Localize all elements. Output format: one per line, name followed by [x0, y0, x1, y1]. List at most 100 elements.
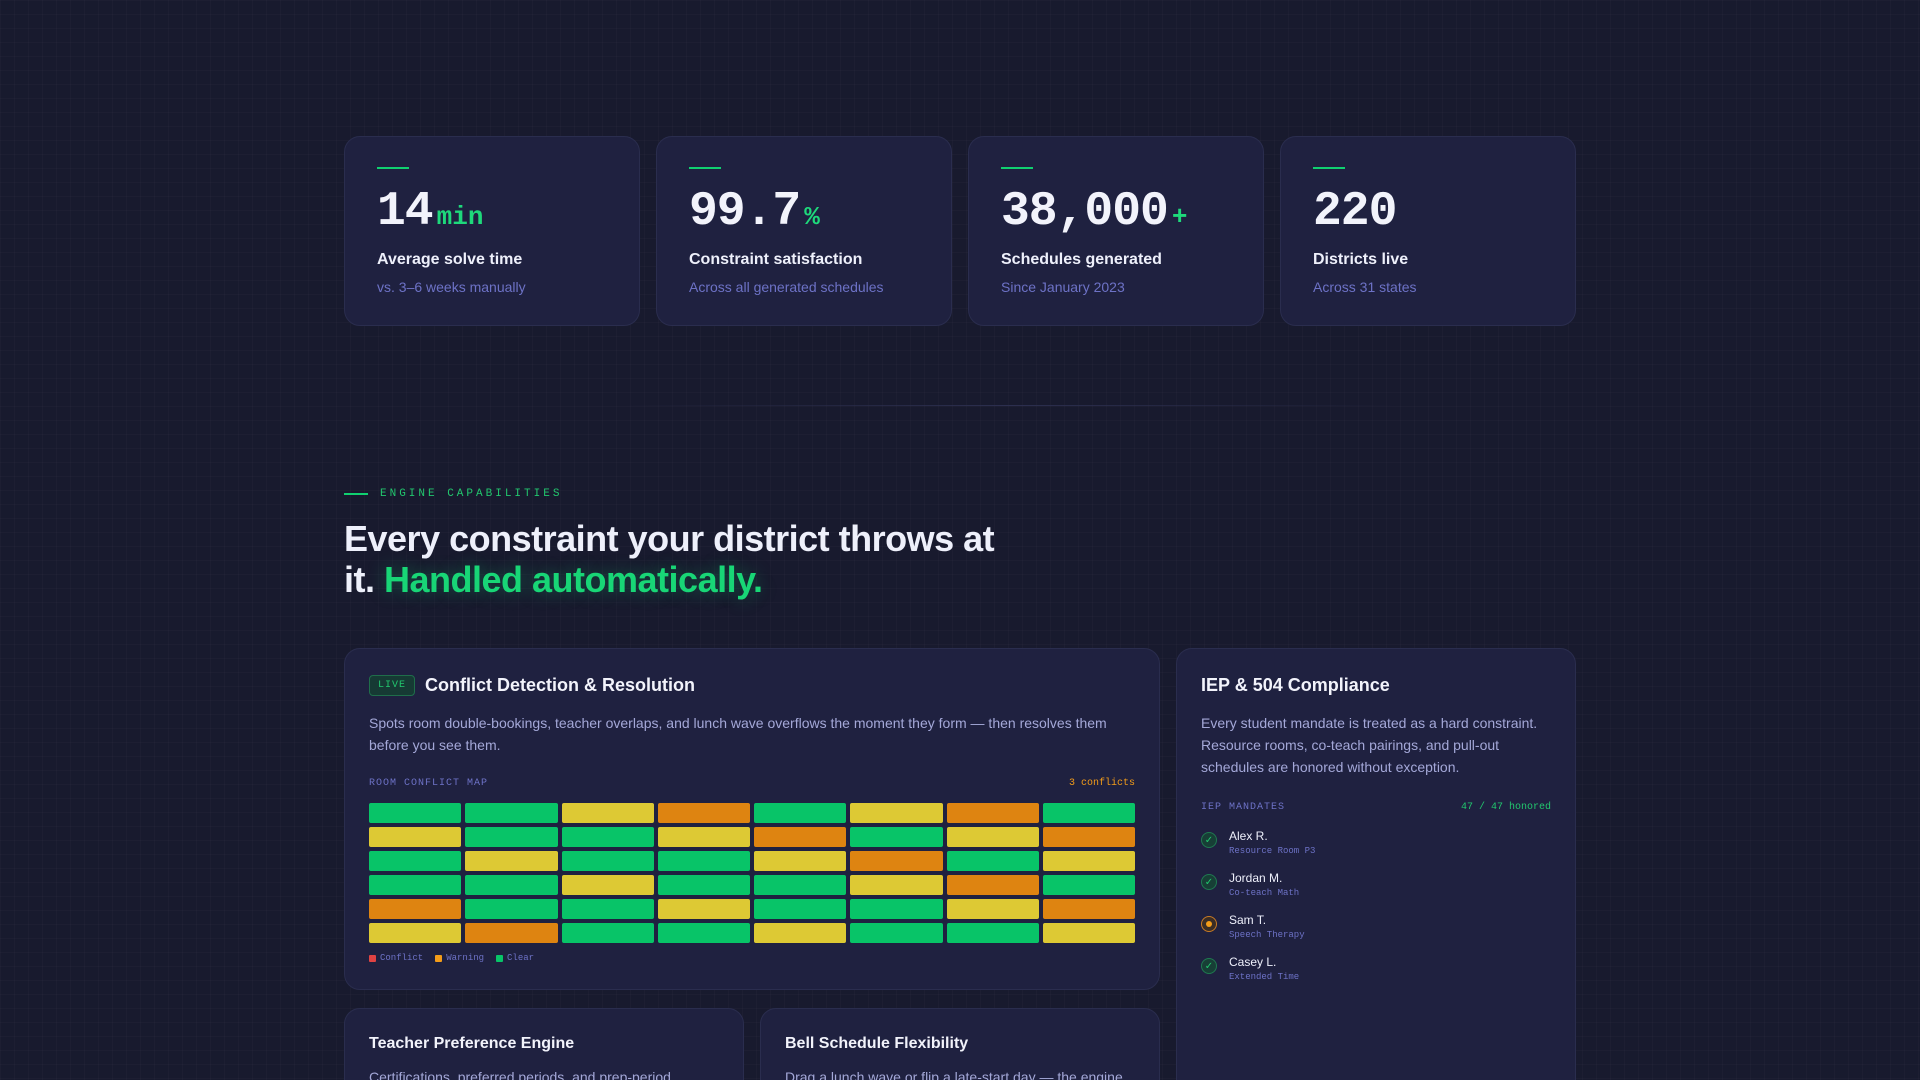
legend-label: Clear	[507, 953, 535, 963]
stat-value: 99.7 %	[689, 185, 919, 239]
stat-accent-bar	[1001, 167, 1033, 169]
pending-icon	[1201, 916, 1217, 932]
stat-sub: Since January 2023	[1001, 279, 1125, 295]
stat-suffix: +	[1171, 202, 1188, 232]
room-cell-clear	[754, 875, 847, 895]
check-icon: ✓	[1201, 832, 1217, 848]
card-description: Every student mandate is treated as a ha…	[1201, 715, 1538, 775]
legend-label: Conflict	[380, 953, 424, 963]
legend-label: Warning	[446, 953, 485, 963]
room-cell-orange	[754, 827, 847, 847]
room-cell-clear	[465, 827, 558, 847]
card-title: Teacher Preference Engine	[369, 1035, 575, 1052]
iep-mandate-list: ✓ Alex R. Resource Room P3 ✓ Jordan M. Co-tea…	[1201, 829, 1551, 997]
room-cell-warn	[1042, 923, 1135, 943]
iep-mandate-text: Jordan M. Co-teach Math	[1229, 871, 1299, 898]
room-cell-clear	[369, 851, 462, 871]
conflict-detection-card: LIVE Conflict Detection & Resolution Spo…	[344, 648, 1160, 990]
room-cell-orange	[657, 803, 750, 823]
stat-card-schedules-generated: 38,000 + Schedules generated Since Janua…	[968, 136, 1264, 326]
iep-mandate-item: ✓ Casey L. Extended Time	[1201, 955, 1551, 997]
stat-accent-bar	[377, 167, 409, 169]
room-cell-clear	[657, 851, 750, 871]
room-cell-orange	[1042, 899, 1135, 919]
mandate-note: Speech Therapy	[1229, 930, 1305, 940]
room-cell-clear	[465, 803, 558, 823]
stat-suffix: min	[436, 202, 484, 232]
legend-swatch	[496, 954, 504, 962]
headline-main: Every constraint your district throws at…	[344, 518, 995, 600]
room-cell-warn	[369, 827, 462, 847]
stat-number: 14	[377, 185, 434, 239]
room-cell-warn	[657, 899, 750, 919]
stat-sub: Across all generated schedules	[689, 279, 884, 295]
stat-sub: Across 31 states	[1313, 279, 1417, 295]
stats-row: 14 min Average solve time vs. 3–6 weeks …	[344, 136, 1576, 326]
stat-sub: vs. 3–6 weeks manually	[377, 279, 526, 295]
room-cell-clear	[561, 899, 654, 919]
eyebrow-line	[344, 493, 368, 495]
teacher-preference-card: Teacher Preference Engine Certifications…	[344, 1008, 744, 1080]
room-cell-clear	[561, 851, 654, 871]
room-cell-warn	[561, 875, 654, 895]
room-cell-warn	[657, 827, 750, 847]
card-description: Drag a lunch wave or flip a late-start d…	[785, 1069, 1123, 1080]
room-cell-warn	[561, 803, 654, 823]
legend-swatch	[369, 954, 376, 962]
student-name: Alex R.	[1229, 829, 1268, 843]
room-cell-warn	[850, 803, 943, 823]
iep-honored-count: 47 / 47 honored	[1460, 802, 1551, 813]
room-cell-orange	[369, 899, 462, 919]
eyebrow-text: ENGINE CAPABILITIES	[380, 488, 563, 500]
stat-card-solve-time: 14 min Average solve time vs. 3–6 weeks …	[344, 136, 640, 326]
stat-number: 99.7	[689, 185, 801, 239]
section-headline: Every constraint your district throws at…	[344, 518, 1024, 600]
check-icon: ✓	[1201, 958, 1217, 974]
iep-mandate-item: ✓ Alex R. Resource Room P3	[1201, 829, 1551, 871]
room-cell-clear	[657, 923, 750, 943]
room-cell-warn	[850, 875, 943, 895]
room-cell-warn	[946, 899, 1039, 919]
stat-value: 14 min	[377, 185, 607, 239]
stat-label: Average solve time	[377, 251, 523, 268]
room-conflict-grid	[369, 803, 1135, 943]
stat-number: 220	[1313, 185, 1397, 239]
mandate-note: Resource Room P3	[1229, 846, 1316, 856]
room-cell-clear	[754, 803, 847, 823]
room-cell-warn	[369, 923, 462, 943]
stat-number: 38,000	[1001, 185, 1169, 239]
room-cell-warn	[754, 851, 847, 871]
stat-value: 220	[1313, 185, 1543, 239]
mandate-note: Extended Time	[1229, 972, 1300, 982]
legend-item: Warning	[435, 953, 484, 963]
map-header: ROOM CONFLICT MAP 3 conflicts	[369, 778, 1135, 789]
room-cell-clear	[850, 923, 943, 943]
stat-card-districts-live: 220 Districts live Across 31 states	[1280, 136, 1576, 326]
room-cell-warn	[946, 827, 1039, 847]
room-cell-clear	[1042, 875, 1135, 895]
room-cell-clear	[369, 803, 462, 823]
room-cell-orange	[850, 851, 943, 871]
legend-item: Clear	[496, 953, 534, 963]
stat-card-constraint-satisfaction: 99.7 % Constraint satisfaction Across al…	[656, 136, 952, 326]
room-cell-clear	[657, 875, 750, 895]
room-cell-orange	[1042, 827, 1135, 847]
room-cell-clear	[465, 875, 558, 895]
card-description: Certifications, preferred periods, and p…	[369, 1069, 671, 1080]
room-cell-clear	[1042, 803, 1135, 823]
iep-mandate-item: ✓ Jordan M. Co-teach Math	[1201, 871, 1551, 913]
legend-swatch	[435, 954, 443, 962]
room-cell-orange	[465, 923, 558, 943]
room-cell-clear	[561, 827, 654, 847]
iep-mandate-item: Sam T. Speech Therapy	[1201, 913, 1551, 955]
map-conflict-count: 3 conflicts	[1068, 778, 1135, 789]
mandate-note: Co-teach Math	[1229, 888, 1300, 898]
headline-accent: Handled automatically.	[384, 559, 763, 600]
iep-mandate-text: Casey L. Extended Time	[1229, 955, 1299, 982]
room-cell-clear	[754, 899, 847, 919]
student-name: Jordan M.	[1229, 871, 1283, 885]
room-cell-clear	[850, 899, 943, 919]
section-divider	[620, 405, 1400, 406]
room-cell-clear	[369, 875, 462, 895]
card-title: IEP & 504 Compliance	[1201, 675, 1390, 695]
